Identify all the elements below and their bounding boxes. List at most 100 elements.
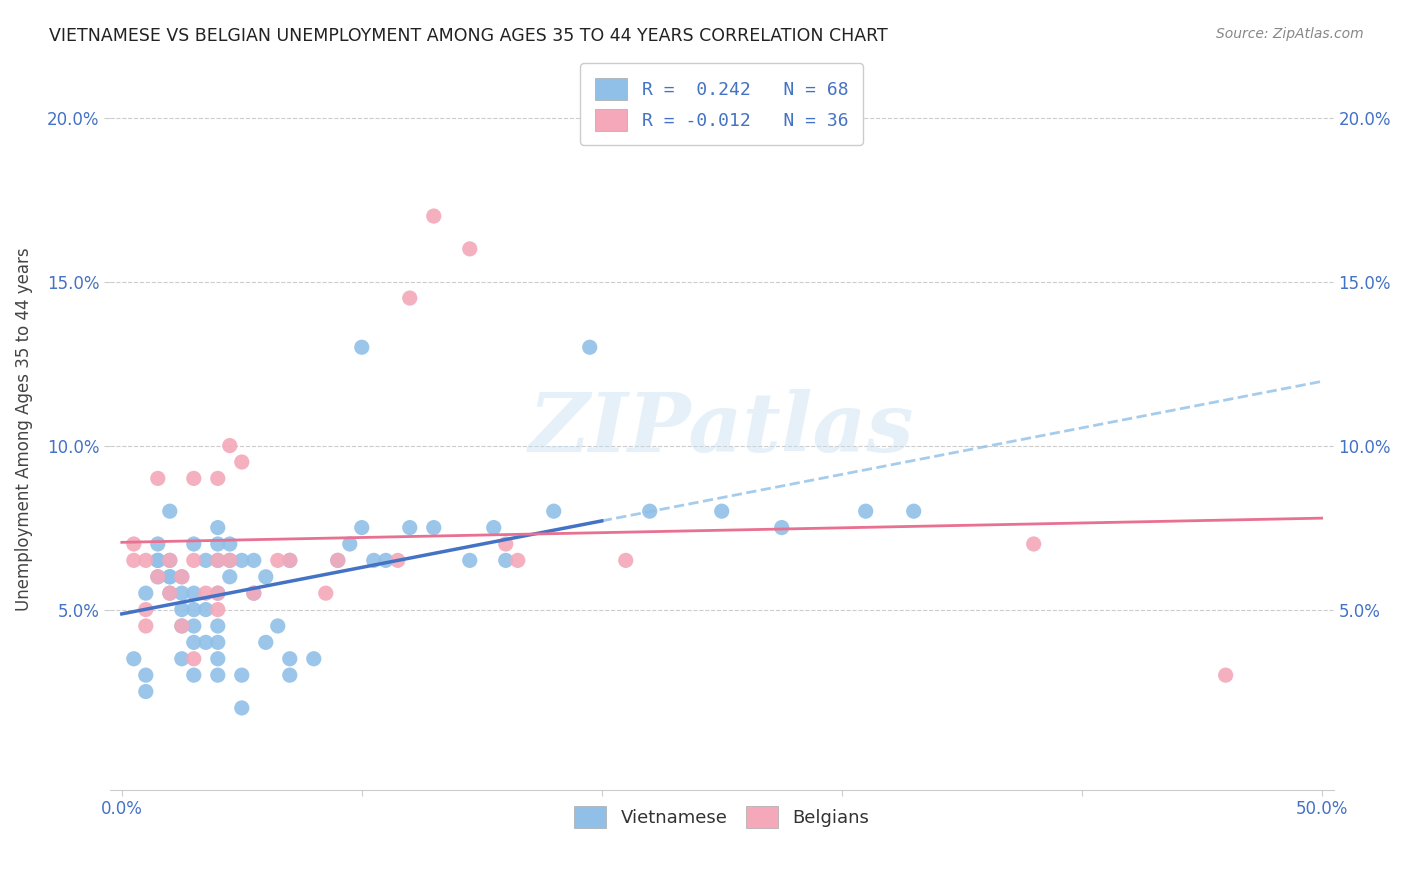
Point xyxy=(458,553,481,567)
Point xyxy=(231,668,253,682)
Point xyxy=(122,537,145,551)
Point xyxy=(218,537,240,551)
Point xyxy=(146,553,169,567)
Point xyxy=(1022,537,1045,551)
Point xyxy=(146,570,169,584)
Point xyxy=(218,553,240,567)
Point xyxy=(170,619,193,633)
Point xyxy=(207,586,229,600)
Point xyxy=(183,635,205,649)
Point xyxy=(207,520,229,534)
Point xyxy=(482,520,505,534)
Point xyxy=(350,340,373,354)
Point xyxy=(207,602,229,616)
Point xyxy=(267,553,290,567)
Point xyxy=(243,586,266,600)
Point xyxy=(194,602,217,616)
Point xyxy=(302,652,325,666)
Point xyxy=(183,537,205,551)
Point xyxy=(146,537,169,551)
Point xyxy=(231,701,253,715)
Point xyxy=(326,553,349,567)
Point xyxy=(495,537,517,551)
Point xyxy=(159,504,181,518)
Point xyxy=(218,553,240,567)
Legend: Vietnamese, Belgians: Vietnamese, Belgians xyxy=(567,798,877,835)
Point xyxy=(146,553,169,567)
Point xyxy=(495,553,517,567)
Point xyxy=(207,553,229,567)
Point xyxy=(231,553,253,567)
Point xyxy=(170,586,193,600)
Point xyxy=(170,652,193,666)
Point xyxy=(135,668,157,682)
Point xyxy=(159,570,181,584)
Point xyxy=(315,586,337,600)
Point xyxy=(170,570,193,584)
Point xyxy=(231,455,253,469)
Point xyxy=(135,553,157,567)
Point xyxy=(326,553,349,567)
Point xyxy=(363,553,385,567)
Point xyxy=(207,619,229,633)
Point xyxy=(183,619,205,633)
Point xyxy=(170,602,193,616)
Point xyxy=(207,553,229,567)
Point xyxy=(207,668,229,682)
Point xyxy=(903,504,925,518)
Point xyxy=(218,570,240,584)
Point xyxy=(398,520,420,534)
Point xyxy=(207,652,229,666)
Point xyxy=(506,553,529,567)
Point xyxy=(423,520,446,534)
Text: Source: ZipAtlas.com: Source: ZipAtlas.com xyxy=(1216,27,1364,41)
Point xyxy=(278,668,301,682)
Point xyxy=(423,209,446,223)
Point xyxy=(194,553,217,567)
Point xyxy=(159,553,181,567)
Point xyxy=(855,504,877,518)
Text: VIETNAMESE VS BELGIAN UNEMPLOYMENT AMONG AGES 35 TO 44 YEARS CORRELATION CHART: VIETNAMESE VS BELGIAN UNEMPLOYMENT AMONG… xyxy=(49,27,889,45)
Point xyxy=(243,553,266,567)
Point xyxy=(278,553,301,567)
Y-axis label: Unemployment Among Ages 35 to 44 years: Unemployment Among Ages 35 to 44 years xyxy=(15,247,32,611)
Point xyxy=(278,553,301,567)
Point xyxy=(159,586,181,600)
Point xyxy=(159,553,181,567)
Point xyxy=(339,537,361,551)
Point xyxy=(254,570,277,584)
Point xyxy=(770,520,793,534)
Point xyxy=(458,242,481,256)
Point xyxy=(146,570,169,584)
Point xyxy=(350,520,373,534)
Point xyxy=(146,471,169,485)
Point xyxy=(170,619,193,633)
Point xyxy=(374,553,396,567)
Point xyxy=(194,635,217,649)
Point xyxy=(122,652,145,666)
Point xyxy=(243,586,266,600)
Point xyxy=(183,471,205,485)
Point xyxy=(218,439,240,453)
Point xyxy=(254,635,277,649)
Point xyxy=(183,602,205,616)
Point xyxy=(159,586,181,600)
Point xyxy=(135,586,157,600)
Point xyxy=(387,553,409,567)
Point xyxy=(267,619,290,633)
Point xyxy=(207,586,229,600)
Point xyxy=(135,602,157,616)
Point xyxy=(614,553,637,567)
Point xyxy=(135,619,157,633)
Text: ZIPatlas: ZIPatlas xyxy=(529,389,914,469)
Point xyxy=(207,471,229,485)
Point xyxy=(183,553,205,567)
Point xyxy=(710,504,733,518)
Point xyxy=(207,635,229,649)
Point xyxy=(578,340,600,354)
Point xyxy=(122,553,145,567)
Point xyxy=(194,586,217,600)
Point xyxy=(638,504,661,518)
Point xyxy=(135,684,157,698)
Point xyxy=(183,652,205,666)
